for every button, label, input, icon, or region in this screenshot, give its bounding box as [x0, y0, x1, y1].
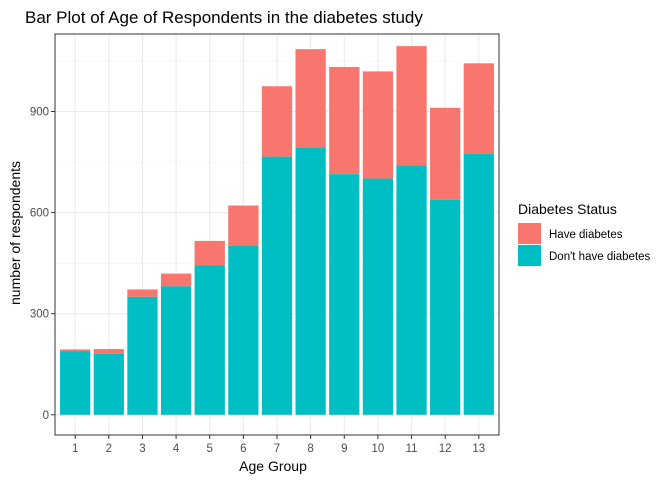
bar-dont-have-diabetes-2: [93, 353, 124, 415]
y-tick-label: 600: [30, 208, 49, 220]
y-tick-label: 300: [30, 309, 49, 321]
y-tick-label: 900: [30, 107, 49, 119]
legend: Diabetes Status Have diabetes Don't have…: [518, 201, 651, 266]
x-tick-label: 7: [274, 443, 280, 455]
bar-have-diabetes-10: [362, 71, 394, 179]
bar-dont-have-diabetes-5: [194, 265, 225, 415]
x-tick-label: 2: [106, 443, 112, 455]
bar-dont-have-diabetes-10: [362, 178, 394, 415]
bar-have-diabetes-8: [295, 49, 326, 148]
legend-label-dont-have-diabetes: Don't have diabetes: [549, 251, 651, 263]
bar-have-diabetes-9: [329, 67, 360, 175]
x-tick-label: 4: [173, 443, 180, 455]
bar-dont-have-diabetes-12: [430, 199, 461, 415]
x-tick-label: 12: [439, 443, 452, 455]
bar-have-diabetes-4: [160, 273, 192, 287]
bar-have-diabetes-3: [127, 289, 158, 297]
bar-dont-have-diabetes-9: [329, 174, 360, 415]
bar-dont-have-diabetes-8: [295, 147, 326, 415]
x-tick-label: 8: [307, 443, 313, 455]
legend-key-dont-have-diabetes: [518, 245, 541, 266]
bar-have-diabetes-1: [60, 349, 91, 352]
x-tick-label: 5: [207, 443, 213, 455]
bar-have-diabetes-11: [396, 46, 427, 166]
x-tick-label: 11: [406, 443, 418, 455]
bar-dont-have-diabetes-4: [160, 286, 192, 415]
bar-have-diabetes-7: [261, 86, 293, 157]
legend-title: Diabetes Status: [518, 201, 617, 217]
y-axis-title: number of respondents: [7, 161, 23, 305]
bars: [60, 46, 494, 415]
x-tick-label: 6: [240, 443, 246, 455]
y-tick-label: 0: [43, 410, 49, 422]
bar-have-diabetes-5: [194, 240, 225, 266]
x-tick-label: 10: [372, 443, 385, 455]
bar-dont-have-diabetes-6: [228, 245, 259, 415]
bar-have-diabetes-13: [463, 63, 494, 154]
bar-have-diabetes-2: [93, 349, 124, 354]
bar-have-diabetes-6: [228, 205, 259, 246]
x-tick-label: 13: [472, 443, 485, 455]
bar-dont-have-diabetes-3: [127, 296, 158, 415]
legend-key-have-diabetes: [518, 223, 541, 244]
bar-dont-have-diabetes-11: [396, 165, 427, 415]
x-tick-label: 3: [139, 443, 145, 455]
x-tick-label: 9: [341, 443, 347, 455]
bar-have-diabetes-12: [430, 107, 461, 200]
x-axis-title: Age Group: [239, 458, 307, 474]
bar-dont-have-diabetes-7: [261, 156, 293, 415]
chart-title: Bar Plot of Age of Respondents in the di…: [25, 8, 423, 27]
bar-dont-have-diabetes-1: [60, 351, 91, 415]
bar-dont-have-diabetes-13: [463, 153, 494, 415]
legend-label-have-diabetes: Have diabetes: [549, 229, 623, 241]
x-tick-label: 1: [72, 443, 78, 455]
